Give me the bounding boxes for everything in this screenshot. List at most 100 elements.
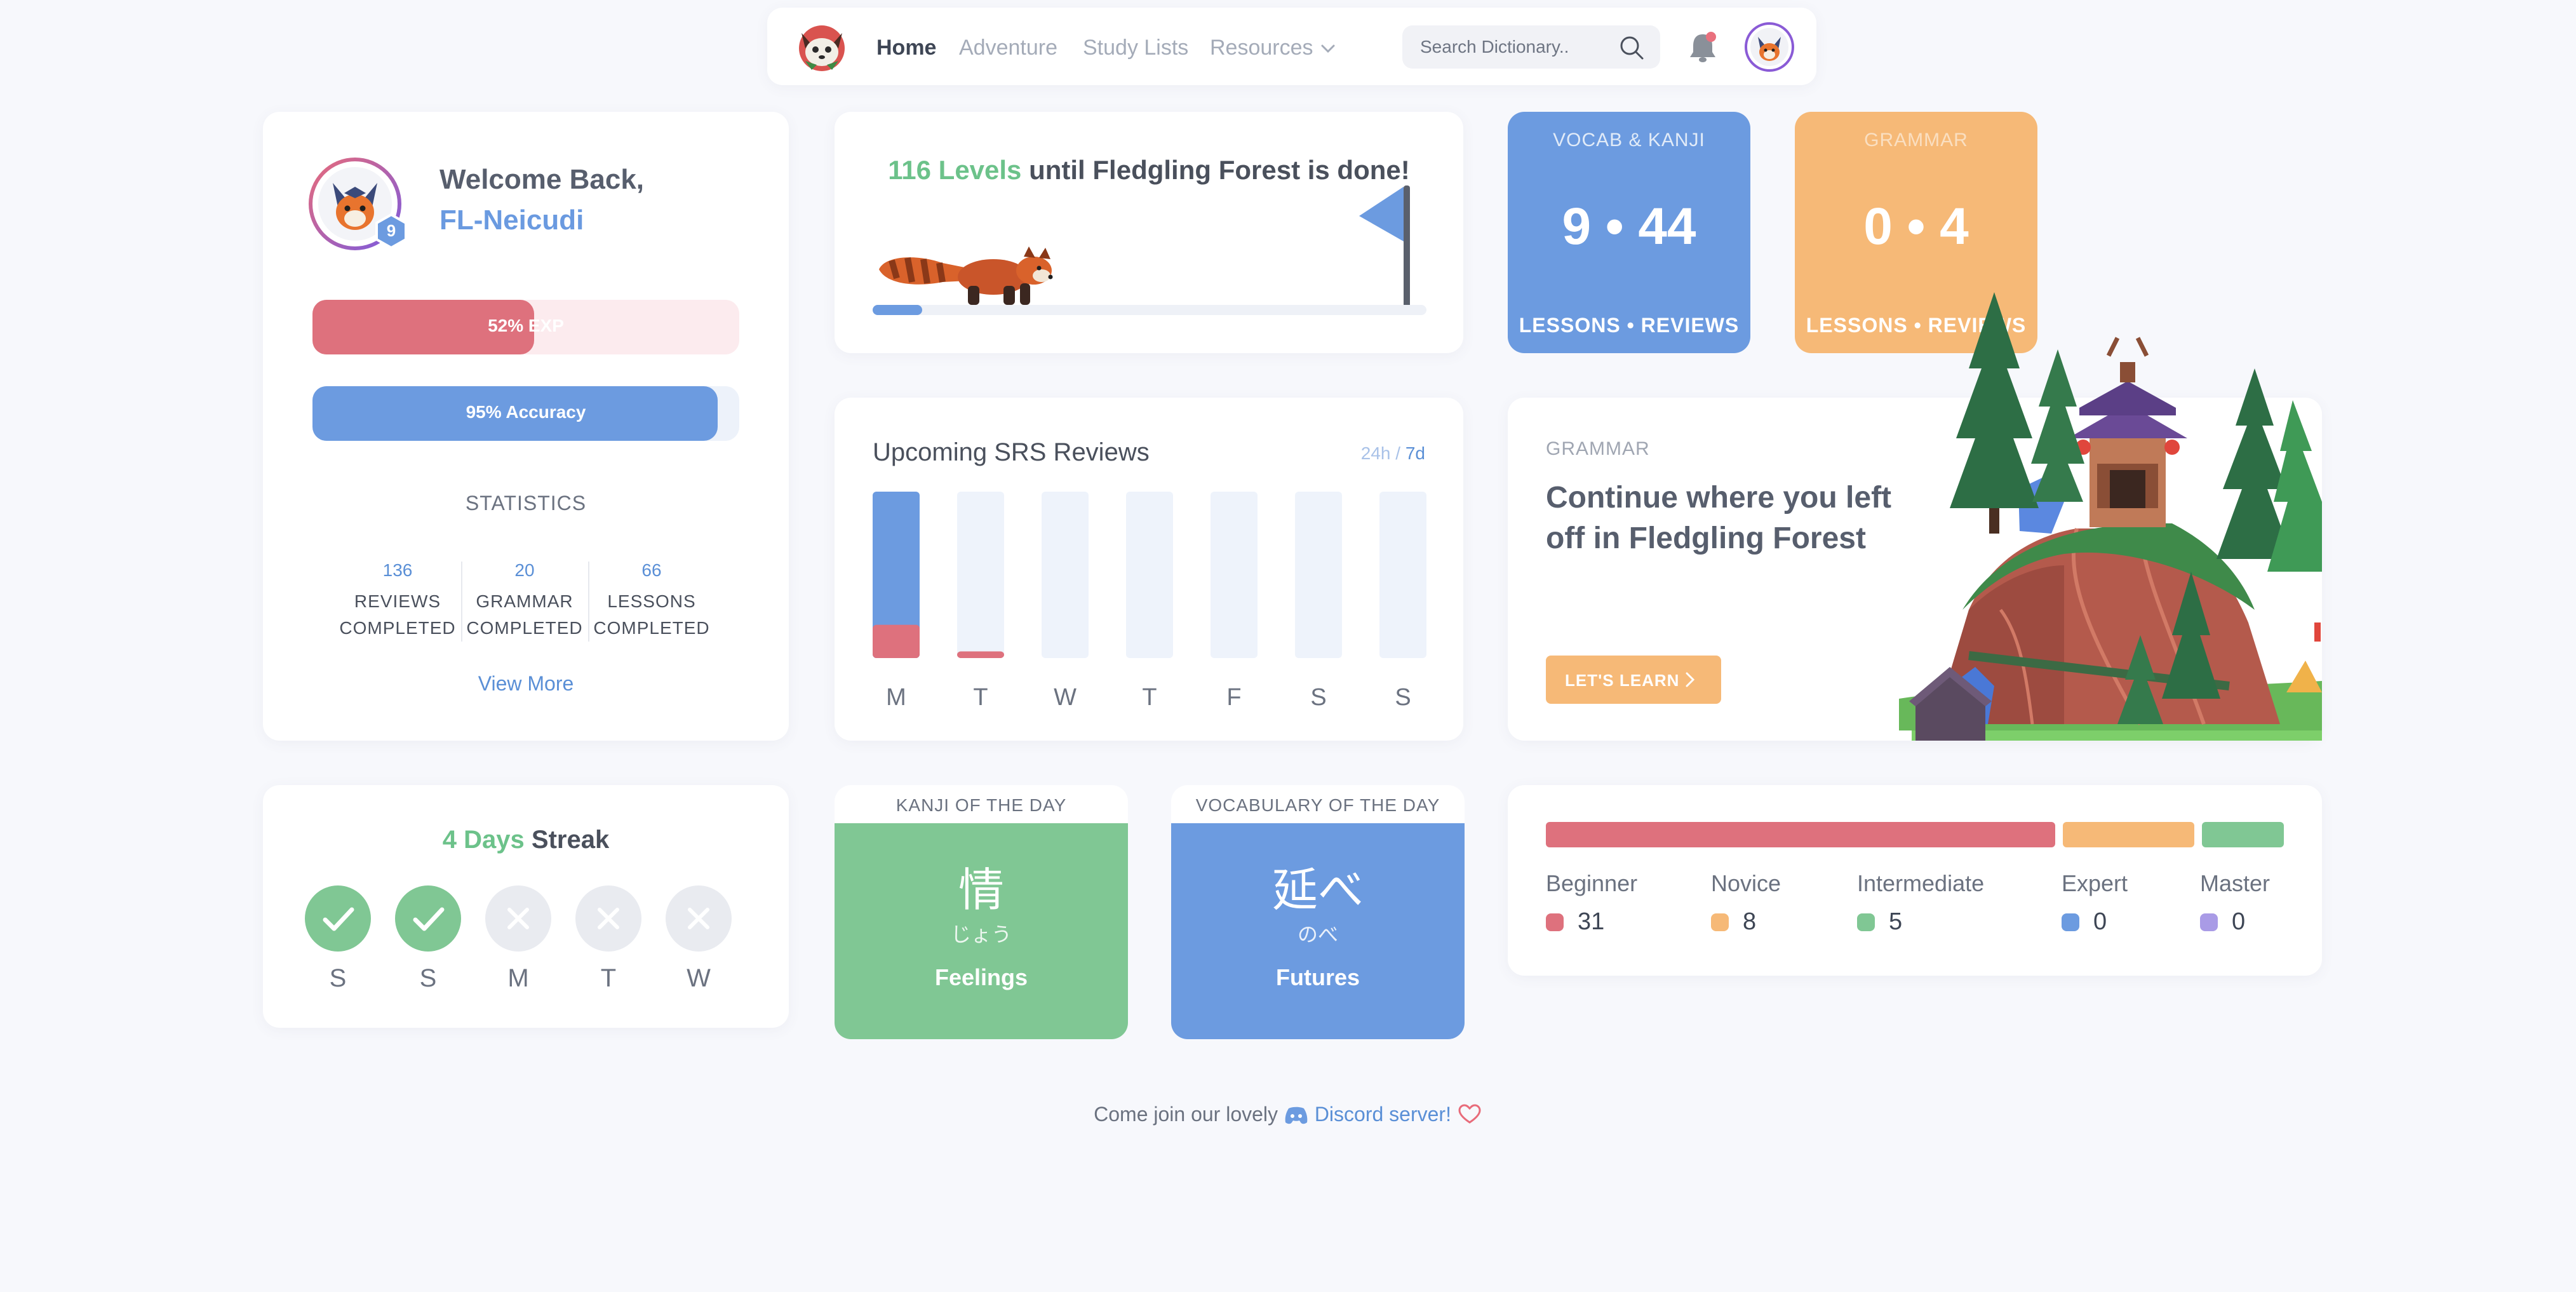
accuracy-progress-bar: 95% Accuracy [312, 386, 739, 441]
mastery-count: 8 [1743, 908, 1757, 935]
srs-bar-reviews[interactable] [873, 492, 920, 658]
streak-day-label: T [600, 964, 617, 992]
srs-day-label: M [886, 684, 906, 711]
srs-bar-track [1042, 492, 1089, 658]
vocab-kanji-subtitle: LESSONS • REVIEWS [1519, 314, 1740, 337]
view-more-link[interactable]: View More [478, 672, 574, 695]
kanji-meaning: Feelings [934, 964, 1028, 990]
srs-bar-track [1211, 492, 1258, 658]
mastery-color-dot [1546, 913, 1564, 931]
notification-bell-icon[interactable] [1687, 29, 1719, 65]
streak-day-label: S [329, 964, 347, 992]
mastery-color-dot [2200, 913, 2218, 931]
levels-count: 116 Levels [888, 155, 1022, 185]
mastery-color-dot [1857, 913, 1875, 931]
srs-day-label: S [1395, 684, 1411, 711]
srs-reviews-card: Upcoming SRS Reviews 24h / 7d M T W T F S S [835, 398, 1463, 741]
search-box [1402, 25, 1660, 69]
kanji-of-the-day-body: 情 じょう Feelings [835, 823, 1128, 1039]
divider [588, 562, 589, 642]
srs-title: Upcoming SRS Reviews [873, 438, 1150, 466]
footer-text: Come join our lovely [1094, 1103, 1278, 1126]
welcome-text: Welcome Back, [439, 164, 645, 195]
mastery-legend-intermediate: Intermediate 5 [1857, 870, 1984, 936]
srs-bar-track [1379, 492, 1426, 658]
user-avatar[interactable] [1744, 22, 1795, 72]
srs-day-label: F [1226, 684, 1241, 711]
stat-label: REVIEWS COMPLETED [339, 591, 456, 638]
grammar-counts: 0 • 4 [1863, 198, 1969, 255]
mastery-count: 0 [2232, 908, 2246, 935]
exp-progress-fill [312, 300, 535, 354]
streak-day: S [305, 885, 371, 992]
srs-bar-lessons[interactable] [957, 651, 1004, 658]
kanji-of-the-day-card[interactable]: KANJI OF THE DAY 情 じょう Feelings [835, 785, 1128, 1039]
vocabulary-of-the-day-card[interactable]: VOCABULARY OF THE DAY 延べ のべ Futures [1171, 785, 1465, 1039]
vocabulary-of-the-day-body: 延べ のべ Futures [1171, 823, 1465, 1039]
nav-resources-link[interactable]: Resources [1210, 36, 1313, 60]
mastery-level-name: Intermediate [1857, 870, 1985, 896]
search-input[interactable] [1420, 34, 1611, 60]
nav-study-lists-link[interactable]: Study Lists [1083, 36, 1189, 60]
nav-home-link[interactable]: Home [876, 36, 937, 60]
username[interactable]: FL-Neicudi [439, 205, 584, 236]
vocabulary-meaning: Futures [1275, 964, 1360, 990]
stat-value: 20 [514, 560, 535, 580]
red-panda-logo-icon[interactable] [793, 20, 851, 72]
mastery-legend-expert: Expert 0 [2062, 870, 2128, 936]
hexagon-icon [375, 213, 407, 250]
mastery-level-name: Master [2200, 870, 2271, 896]
mastery-count: 0 [2093, 908, 2107, 935]
srs-day-label: T [1142, 684, 1157, 711]
levels-progress-fill [873, 305, 923, 315]
toggle-7d[interactable]: 7d [1405, 443, 1425, 463]
vocab-kanji-counts: 9 • 44 [1562, 198, 1696, 255]
cross-icon [485, 885, 551, 952]
accuracy-label: 95% Accuracy [466, 402, 586, 422]
kanji-of-the-day-heading: KANJI OF THE DAY [835, 785, 1128, 823]
stat-value: 136 [382, 560, 413, 580]
stat-lessons: 66 LESSONS COMPLETED [588, 560, 715, 642]
mastery-color-dot [2062, 913, 2079, 931]
nav-adventure-link[interactable]: Adventure [959, 36, 1057, 60]
vocabulary-of-the-day-heading: VOCABULARY OF THE DAY [1171, 785, 1465, 823]
srs-bar-track [1295, 492, 1342, 658]
mastery-legend-beginner: Beginner 31 [1546, 870, 1637, 936]
heart-icon [1458, 1104, 1481, 1124]
kanji-character: 情 [958, 863, 1004, 917]
continue-category: GRAMMAR [1546, 438, 1650, 459]
discord-icon [1285, 1107, 1308, 1124]
levels-title: 116 Levels until Fledgling Forest is don… [835, 155, 1463, 185]
streak-day-label: M [507, 964, 529, 992]
vocab-kanji-card[interactable]: VOCAB & KANJI 9 • 44 LESSONS • REVIEWS [1508, 112, 1750, 353]
vocabulary-word: 延べ [1271, 863, 1364, 917]
srs-day-label: S [1310, 684, 1326, 711]
lets-learn-button[interactable]: LET'S LEARN [1546, 656, 1721, 704]
mastery-bar-novice[interactable] [2062, 822, 2194, 847]
streak-day-label: S [419, 964, 437, 992]
streak-day: W [666, 885, 732, 992]
toggle-separator: / [1395, 443, 1401, 463]
mastery-legend-novice: Novice 8 [1711, 870, 1781, 936]
vocabulary-reading: のべ [1297, 922, 1338, 946]
srs-bar-lessons[interactable] [873, 624, 920, 658]
chevron-down-icon[interactable] [1318, 41, 1338, 56]
search-icon[interactable] [1618, 34, 1645, 61]
streak-day: M [485, 885, 551, 992]
srs-day-label: T [973, 684, 988, 711]
mastery-bar-beginner[interactable] [1546, 822, 2055, 847]
lets-learn-label: LET'S LEARN [1565, 671, 1680, 690]
stat-label: LESSONS COMPLETED [593, 591, 710, 638]
red-panda-icon [879, 246, 1053, 305]
levels-text: until Fledgling Forest is done! [1029, 155, 1410, 185]
mastery-bar-intermediate[interactable] [2201, 822, 2284, 847]
streak-day-label: W [687, 964, 711, 992]
divider [461, 562, 462, 642]
streak-day: T [575, 885, 641, 992]
toggle-24h[interactable]: 24h [1360, 443, 1391, 463]
srs-range-toggle: 24h / 7d [1361, 443, 1425, 464]
discord-link[interactable]: Discord server! [1314, 1103, 1451, 1126]
continue-title: Continue where you left off in Fledgling… [1546, 481, 1892, 555]
mastery-level-name: Novice [1711, 870, 1781, 896]
